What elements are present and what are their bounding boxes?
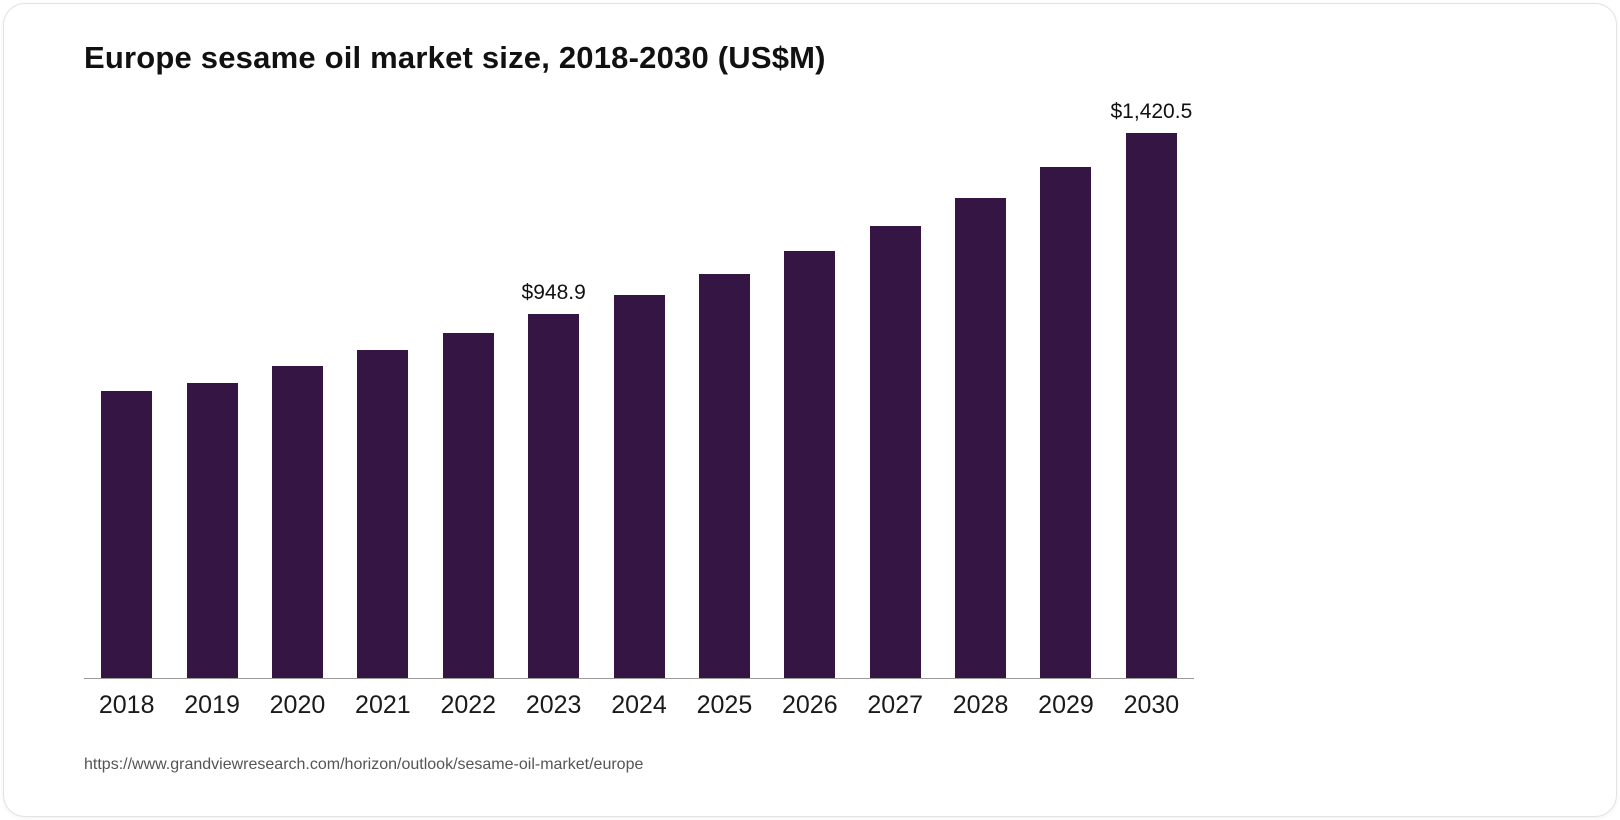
bar-column-2027 [853, 96, 938, 678]
x-axis-labels: 2018 2019 2020 2021 2022 2023 2024 2025 2026 2027… [84, 679, 1194, 720]
bar-column-2030: $1,420.5 [1109, 96, 1194, 678]
x-tick-2026: 2026 [782, 691, 838, 719]
bar-2029 [1040, 167, 1092, 678]
x-tick-2028: 2028 [952, 691, 1009, 719]
x-tick-2021: 2021 [355, 691, 411, 719]
bar-column-2023: $948.9 [511, 96, 596, 678]
bar-column-2022 [426, 96, 511, 678]
bar-2028 [955, 198, 1007, 678]
x-tick-2027: 2027 [867, 691, 924, 719]
bars-row: $948.9 $1,420.5 [84, 96, 1194, 679]
bar-2023 [528, 314, 580, 678]
x-tick-2024: 2024 [611, 691, 667, 719]
bar-2026 [784, 251, 836, 678]
bar-2020 [271, 366, 323, 678]
x-tick-2030: 2030 [1123, 691, 1180, 719]
source-url: https://www.grandviewresearch.com/horizo… [84, 756, 644, 773]
bar-column-2029 [1023, 96, 1108, 678]
bar-column-2024 [596, 96, 681, 678]
bar-column-2026 [767, 96, 852, 678]
bar-value-label-2030: $1,420.5 [1110, 100, 1193, 123]
x-tick-2025: 2025 [696, 691, 753, 719]
x-tick-2023: 2023 [525, 691, 582, 719]
x-tick-2019: 2019 [184, 691, 240, 719]
bar-column-2019 [169, 96, 254, 678]
bar-2025 [698, 274, 750, 678]
bar-2030 [1125, 133, 1177, 678]
bar-2027 [869, 226, 921, 678]
bar-2022 [442, 333, 494, 678]
bar-column-2025 [682, 96, 767, 678]
chart-title: Europe sesame oil market size, 2018-2030… [84, 40, 826, 75]
bar-column-2028 [938, 96, 1023, 678]
bar-column-2021 [340, 96, 425, 678]
bar-value-label-2023: $948.9 [521, 281, 586, 304]
bar-column-2020 [255, 96, 340, 678]
chart-card: Europe sesame oil market size, 2018-2030… [3, 3, 1617, 817]
bar-column-2018 [84, 96, 169, 678]
x-tick-2018: 2018 [98, 691, 155, 719]
bar-2018 [101, 391, 153, 678]
bar-2021 [357, 350, 409, 678]
x-tick-2029: 2029 [1038, 691, 1094, 719]
bar-chart: $948.9 $1,420.5 2018 2019 2020 2021 2022 2023 2… [84, 96, 1194, 720]
x-tick-2022: 2022 [440, 691, 497, 719]
bar-2024 [613, 295, 665, 678]
bar-2019 [186, 383, 238, 678]
x-tick-2020: 2020 [269, 691, 326, 719]
